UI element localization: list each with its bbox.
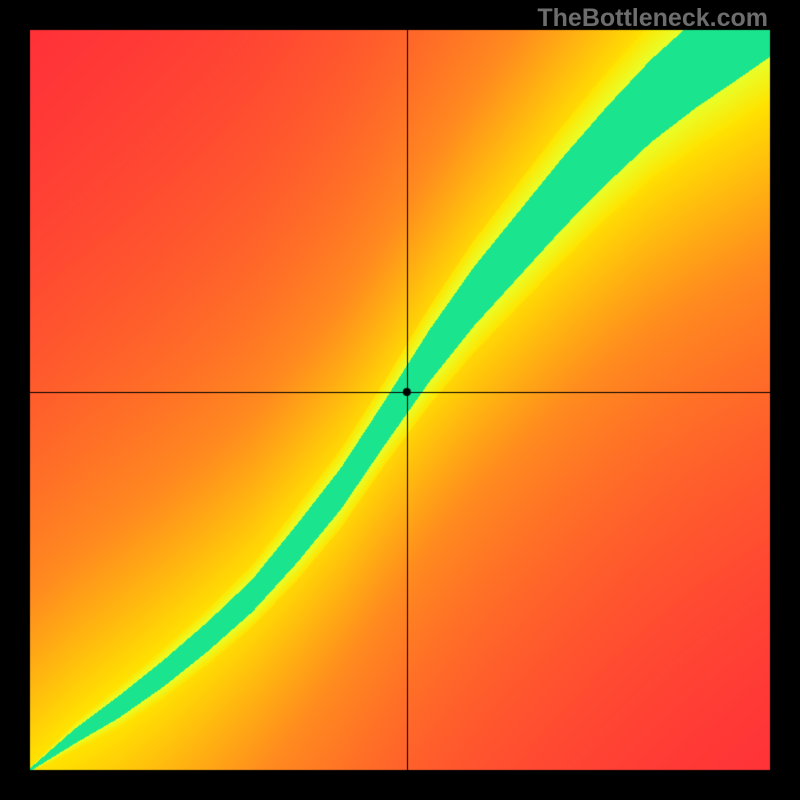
watermark-text: TheBottleneck.com	[537, 4, 768, 33]
chart-container: { "type": "heatmap", "canvas": { "width"…	[0, 0, 800, 800]
bottleneck-heatmap	[0, 0, 800, 800]
